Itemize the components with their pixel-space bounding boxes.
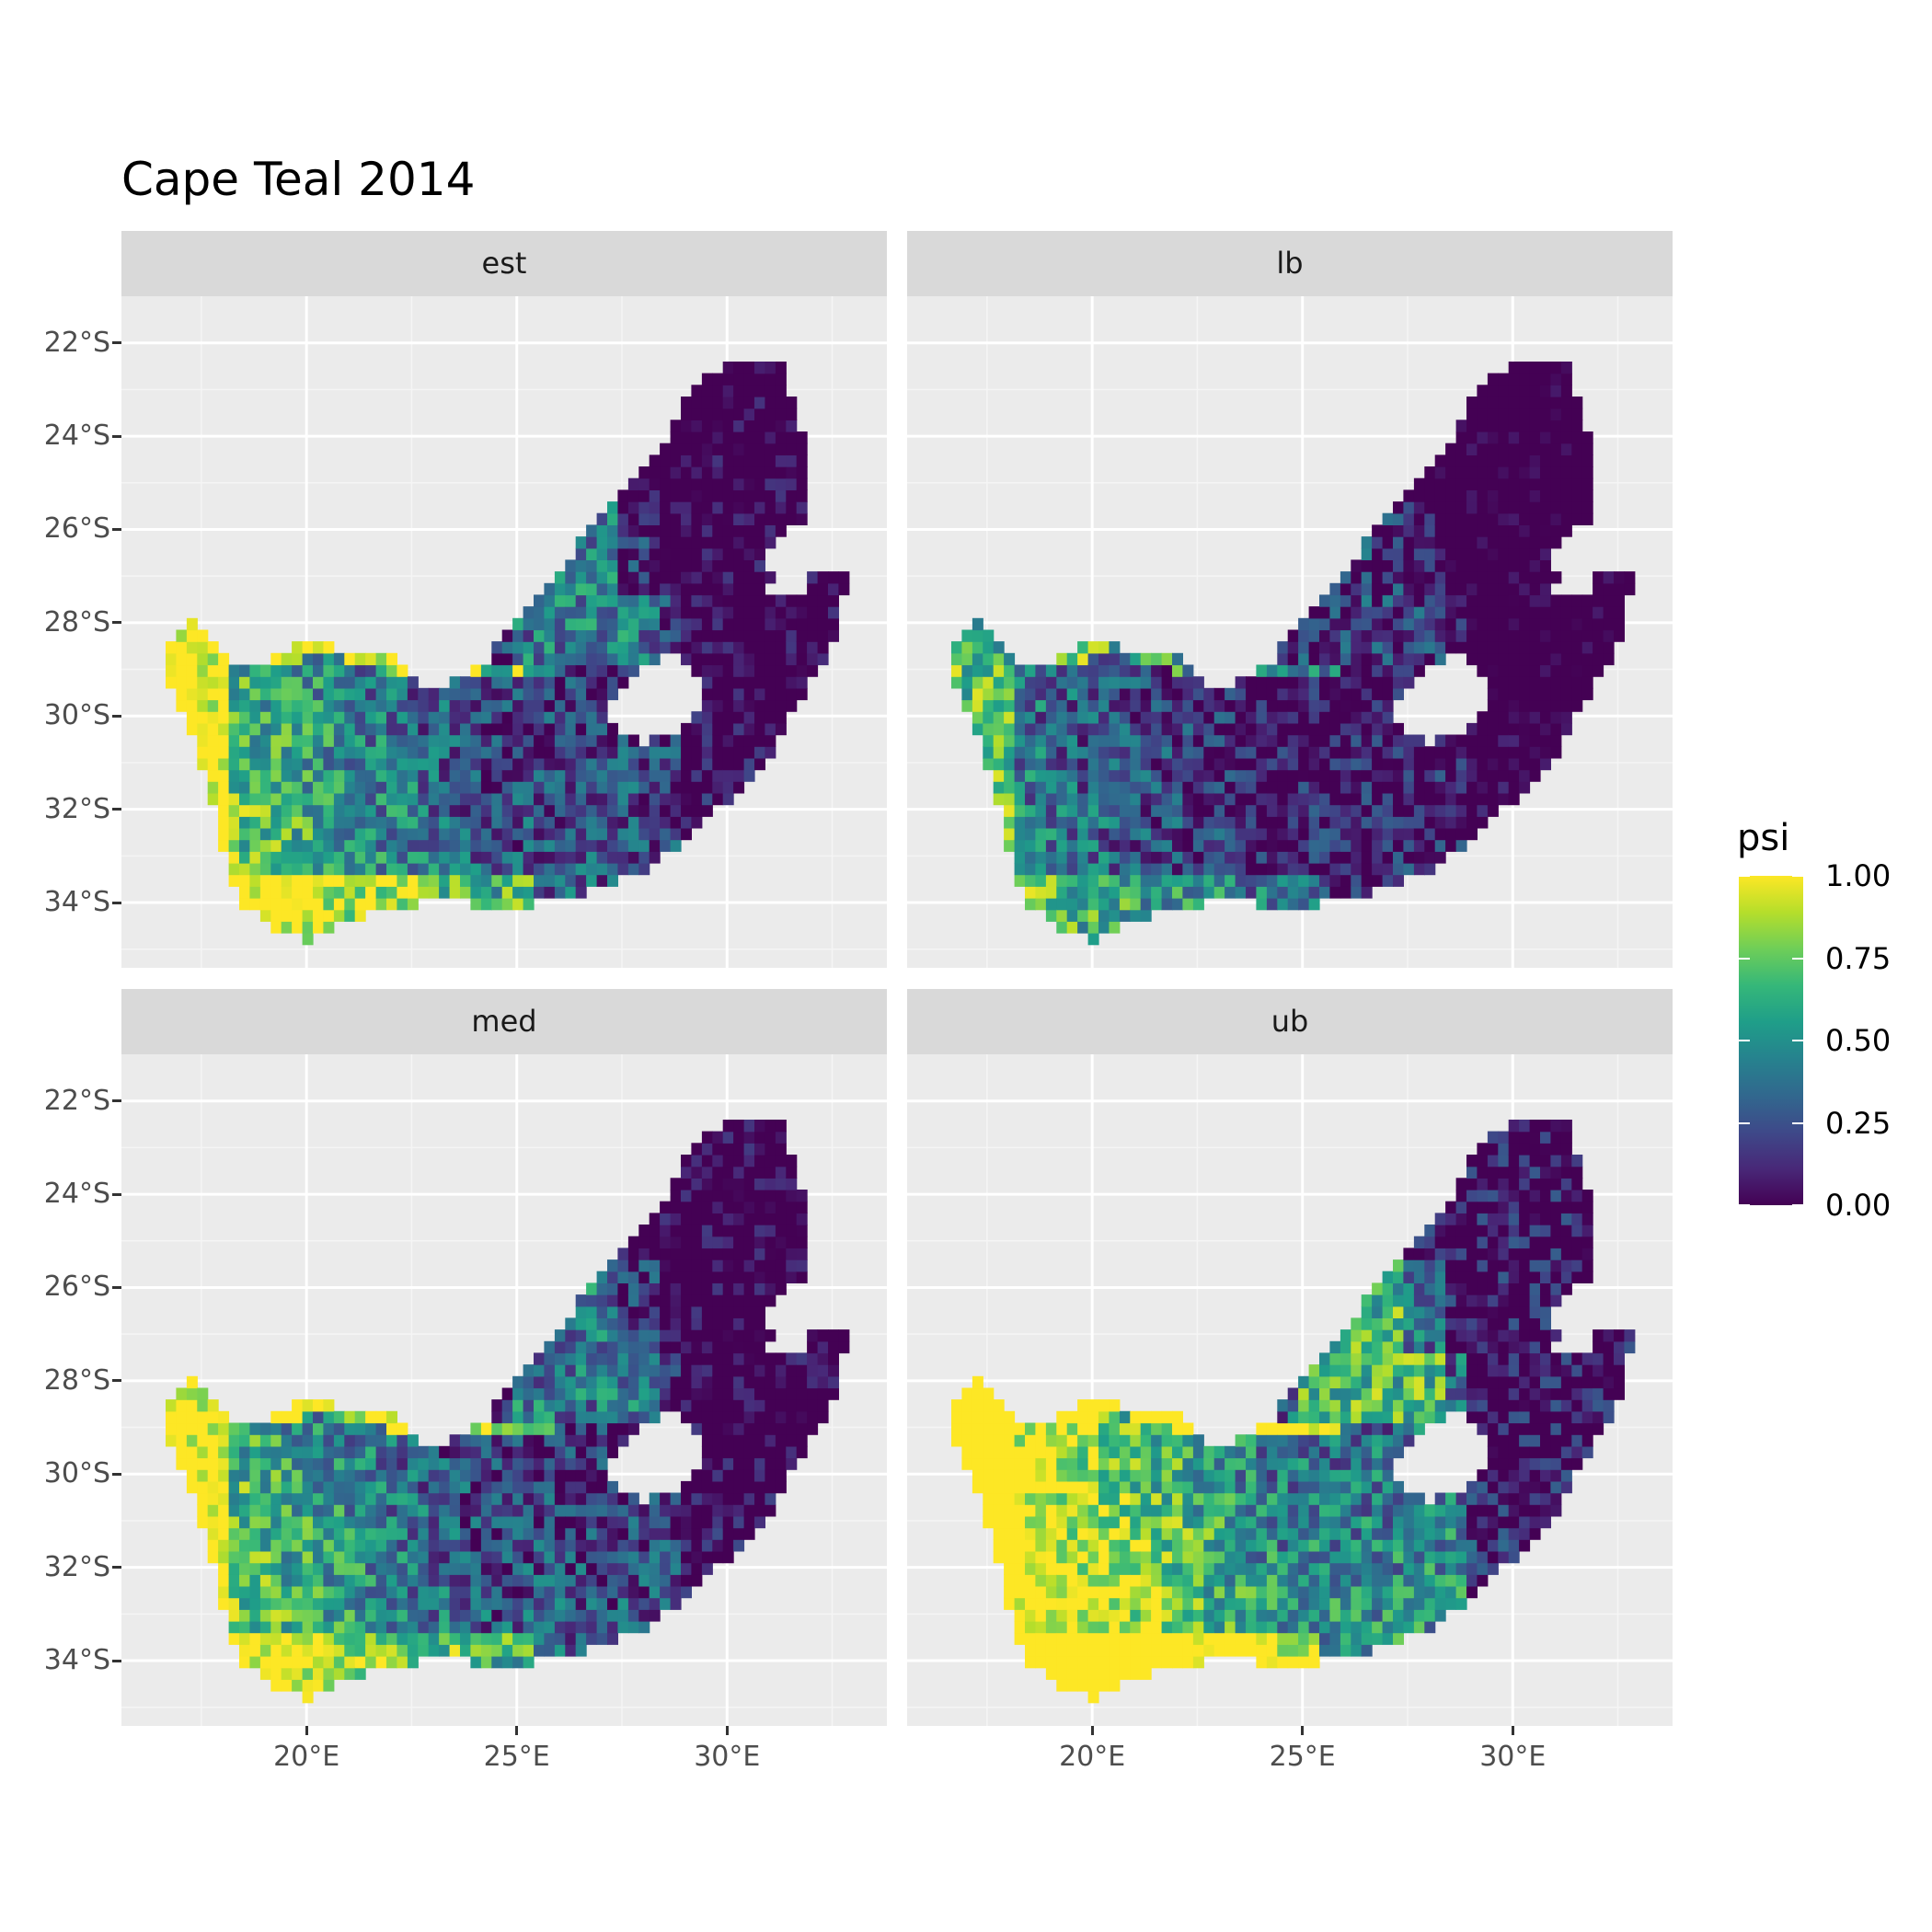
- y-tick-label: 28°S: [43, 605, 110, 638]
- facet-strip-ub: ub: [907, 989, 1673, 1054]
- legend-tick: [1739, 1040, 1750, 1041]
- legend-tick: [1792, 1040, 1803, 1041]
- y-tick: [112, 1566, 121, 1570]
- y-tick: [112, 808, 121, 811]
- legend-tick: [1792, 1121, 1803, 1124]
- psi-raster: [951, 362, 1636, 946]
- x-tick: [305, 1726, 308, 1735]
- facet-label: lb: [1276, 246, 1304, 281]
- facet-strip-med: med: [121, 989, 887, 1054]
- legend-tick: [1792, 1204, 1803, 1206]
- map-canvas: [121, 1054, 887, 1726]
- map-canvas: [907, 1054, 1673, 1726]
- facet-label: est: [481, 246, 527, 281]
- x-tick: [1301, 1726, 1305, 1735]
- map-panel-med: [121, 1054, 887, 1726]
- y-tick: [112, 527, 121, 531]
- y-tick: [112, 1659, 121, 1662]
- legend-label: 0.25: [1825, 1105, 1892, 1141]
- map-panel-est: [121, 296, 887, 968]
- y-tick-label: 32°S: [43, 792, 110, 825]
- map-panel-ub: [907, 1054, 1673, 1726]
- psi-raster: [951, 1120, 1636, 1704]
- y-tick: [112, 714, 121, 718]
- x-tick: [1511, 1726, 1514, 1735]
- legend-tick: [1792, 957, 1803, 960]
- x-tick: [515, 1726, 519, 1735]
- legend-tick: [1739, 1204, 1750, 1206]
- facet-label: ub: [1271, 1004, 1309, 1039]
- y-tick-label: 26°S: [43, 1271, 110, 1304]
- y-tick-label: 24°S: [43, 1178, 110, 1211]
- legend-tick: [1739, 875, 1750, 877]
- legend-tick: [1739, 957, 1750, 960]
- psi-raster: [166, 1120, 850, 1704]
- facet-strip-lb: lb: [907, 231, 1673, 296]
- y-tick-label: 24°S: [43, 420, 110, 453]
- legend-label: 1.00: [1825, 858, 1892, 893]
- x-tick-label: 25°E: [1269, 1741, 1336, 1773]
- legend-tick: [1739, 1121, 1750, 1124]
- psi-raster: [166, 362, 850, 946]
- y-tick: [112, 1379, 121, 1383]
- legend-title: psi: [1737, 817, 1790, 859]
- y-tick-label: 28°S: [43, 1363, 110, 1397]
- y-tick-label: 30°S: [43, 699, 110, 732]
- x-tick-label: 30°E: [694, 1741, 761, 1773]
- x-tick: [1090, 1726, 1094, 1735]
- y-tick-label: 34°S: [43, 886, 110, 919]
- y-tick: [112, 434, 121, 438]
- x-tick-label: 20°E: [273, 1741, 340, 1773]
- map-canvas: [121, 296, 887, 968]
- facet-strip-est: est: [121, 231, 887, 296]
- y-tick-label: 22°S: [43, 326, 110, 359]
- y-tick: [112, 341, 121, 345]
- y-tick: [112, 901, 121, 904]
- y-tick: [112, 621, 121, 625]
- map-panel-lb: [907, 296, 1673, 968]
- x-tick-label: 30°E: [1479, 1741, 1547, 1773]
- y-tick: [112, 1192, 121, 1196]
- x-tick: [725, 1726, 729, 1735]
- facet-label: med: [471, 1004, 537, 1039]
- y-tick-label: 34°S: [43, 1644, 110, 1677]
- y-tick-label: 30°S: [43, 1457, 110, 1490]
- legend-label: 0.50: [1825, 1023, 1892, 1058]
- legend-label: 0.75: [1825, 940, 1892, 976]
- legend-tick: [1792, 875, 1803, 877]
- legend-label: 0.00: [1825, 1188, 1892, 1223]
- x-tick-label: 20°E: [1059, 1741, 1126, 1773]
- map-canvas: [907, 296, 1673, 968]
- y-tick: [112, 1285, 121, 1289]
- y-tick-label: 32°S: [43, 1550, 110, 1583]
- y-tick-label: 26°S: [43, 512, 110, 546]
- plot-title: Cape Teal 2014: [121, 153, 476, 206]
- y-tick: [112, 1472, 121, 1476]
- y-tick: [112, 1099, 121, 1103]
- y-tick-label: 22°S: [43, 1084, 110, 1117]
- x-tick-label: 25°E: [483, 1741, 550, 1773]
